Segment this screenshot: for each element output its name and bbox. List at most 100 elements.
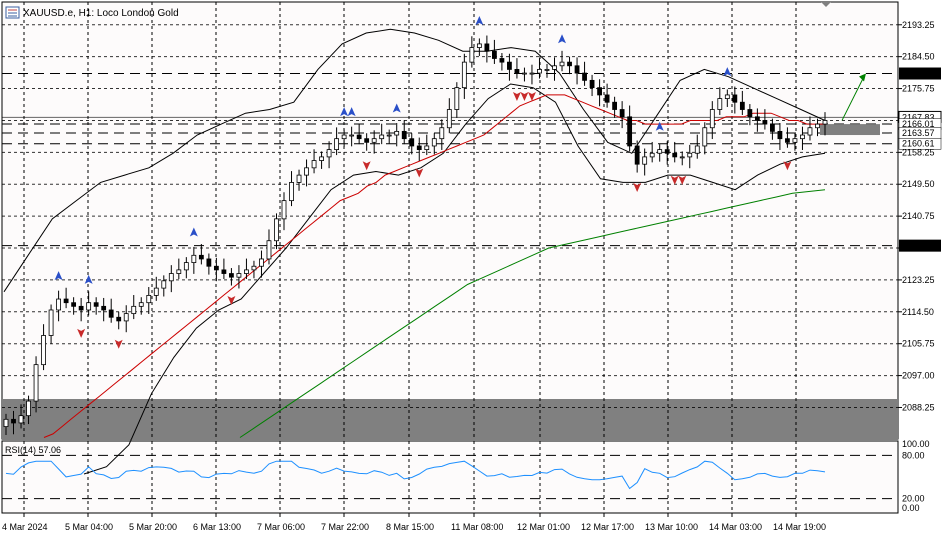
candle-body xyxy=(431,138,437,147)
candle-body xyxy=(153,287,159,296)
candle-body xyxy=(702,127,708,147)
candle-body xyxy=(48,309,54,336)
candle-body xyxy=(800,134,805,140)
time-axis: 4 Mar 2024 5 Mar 04:00 5 Mar 20:00 6 Mar 13… xyxy=(2,513,826,532)
candle-body xyxy=(138,302,144,307)
candle-body xyxy=(319,156,324,161)
candles xyxy=(3,35,828,435)
stacked-level-label: 2163.57 xyxy=(902,128,935,138)
candle-body xyxy=(259,258,264,267)
candle-body xyxy=(191,254,197,263)
x-tick-label: 14 Mar 19:00 xyxy=(773,522,826,532)
candle-body xyxy=(341,134,347,140)
stacked-level-label: 2166.01 xyxy=(902,119,935,129)
y-tick-label: 2123.25 xyxy=(902,275,935,285)
indicators xyxy=(3,28,826,475)
candle-body xyxy=(627,116,633,147)
candle-body xyxy=(522,72,527,75)
candle-body xyxy=(574,65,580,74)
shaded-zone xyxy=(2,399,898,439)
rsi-pane xyxy=(1,440,899,514)
candle-body xyxy=(274,218,279,242)
candle-body xyxy=(236,273,242,278)
candle-body xyxy=(537,69,542,74)
fractal-up-arrow xyxy=(54,271,63,281)
candle-body xyxy=(491,50,497,59)
fractal-down-arrow xyxy=(527,91,536,101)
candle-body xyxy=(356,134,362,140)
candle-body xyxy=(304,167,309,176)
candle-body xyxy=(281,200,287,220)
fractal-up-arrow xyxy=(655,121,664,131)
candle-body xyxy=(815,123,820,129)
fractal-down-arrow xyxy=(670,175,679,185)
x-tick-label: 8 Mar 15:00 xyxy=(386,522,434,532)
candle-body xyxy=(108,309,114,318)
candle-body xyxy=(394,130,400,136)
moving-average-fast xyxy=(43,94,825,438)
fractal-down-arrow xyxy=(783,161,792,171)
y-tick-label: 2088.25 xyxy=(902,402,935,412)
fractal-down-arrow xyxy=(520,91,529,101)
candle-body xyxy=(168,273,174,282)
stacked-level-label: 2160.61 xyxy=(902,139,935,149)
main-pane xyxy=(1,1,899,440)
candle-body xyxy=(416,145,422,151)
candle-body xyxy=(56,298,61,311)
y-tick-label: 2193.25 xyxy=(902,20,935,30)
candle-body xyxy=(604,94,610,103)
y-tick-label: 2105.75 xyxy=(902,339,935,349)
y-tick-label: 2184.50 xyxy=(902,52,935,62)
candle-body xyxy=(78,305,84,311)
fractal-up-arrow xyxy=(723,67,732,77)
candle-body xyxy=(176,269,182,274)
candle-body xyxy=(266,240,272,260)
price-axis: 2193.252184.502175.752167.002158.252149.… xyxy=(898,20,942,412)
candle-body xyxy=(71,302,77,307)
forecast-arrow-line xyxy=(841,76,865,121)
candle-body xyxy=(439,127,445,140)
candle-body xyxy=(116,316,122,322)
chart-shift-marker[interactable] xyxy=(821,2,831,7)
candle-body xyxy=(371,138,377,143)
candle-body xyxy=(476,43,482,48)
candle-body xyxy=(401,130,407,140)
candle-body xyxy=(785,138,790,143)
rsi-label: RSI(14) 57.06 xyxy=(5,445,61,455)
candle-body xyxy=(754,116,760,121)
rsi-scale-label: 80.00 xyxy=(902,450,925,460)
candle-body xyxy=(183,262,189,271)
fractal-up-arrow xyxy=(392,103,401,113)
x-tick-label: 5 Mar 04:00 xyxy=(65,522,113,532)
x-tick-label: 12 Mar 01:00 xyxy=(517,522,570,532)
fractal-up-arrow xyxy=(340,107,349,117)
candle-body xyxy=(597,87,602,96)
x-tick-label: 7 Mar 06:00 xyxy=(257,522,305,532)
y-tick-label: 2158.25 xyxy=(902,147,935,157)
fractal-up-arrow xyxy=(475,16,484,26)
candle-body xyxy=(612,101,618,110)
candle-body xyxy=(446,109,452,129)
candle-body xyxy=(131,305,137,315)
candle-body xyxy=(552,65,557,70)
x-tick-label: 14 Mar 03:00 xyxy=(709,522,762,532)
candle-body xyxy=(3,418,9,428)
fractal-down-arrow xyxy=(678,175,687,185)
rsi-line xyxy=(5,460,826,490)
candle-body xyxy=(642,156,648,165)
candle-body xyxy=(544,69,550,71)
rsi-scale-label: 20.00 xyxy=(902,494,925,504)
fractal-up-arrow xyxy=(84,274,93,284)
candle-body xyxy=(732,94,738,103)
candle-body xyxy=(364,138,370,143)
x-tick-label: 12 Mar 17:00 xyxy=(581,522,634,532)
candle-body xyxy=(461,61,467,89)
fractal-down-arrow xyxy=(512,91,521,101)
candle-body xyxy=(672,152,678,158)
candle-body xyxy=(93,302,99,307)
candle-body xyxy=(326,149,332,158)
candle-body xyxy=(657,149,663,154)
rsi-scale-label: 0.00 xyxy=(902,503,920,513)
